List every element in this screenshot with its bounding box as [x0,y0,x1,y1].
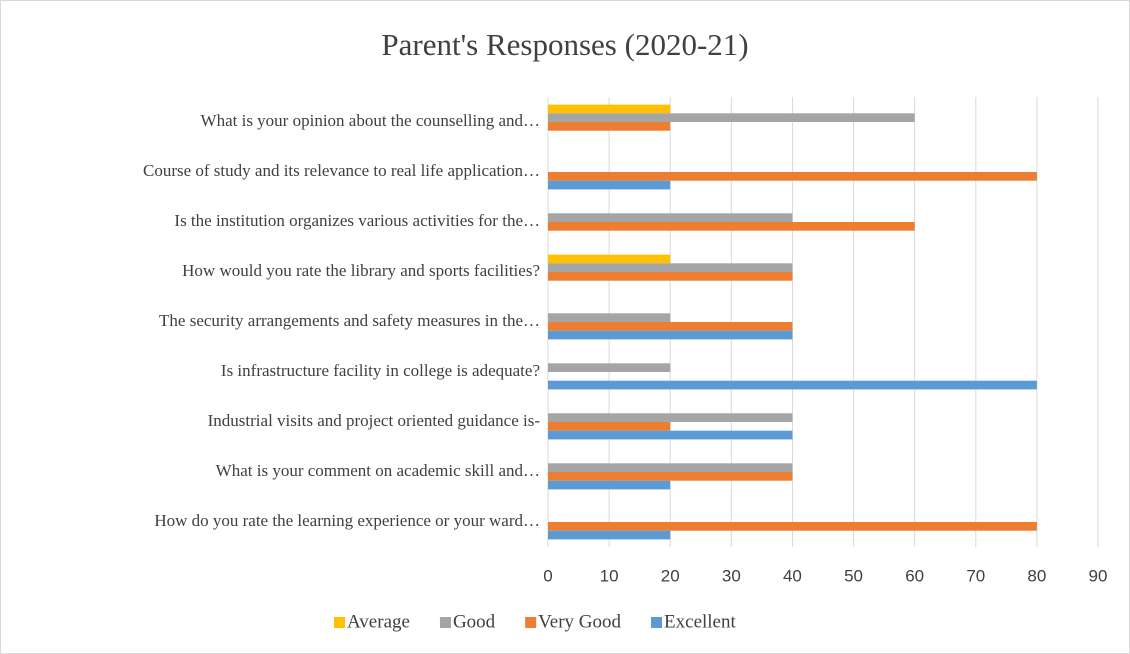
bar [548,330,793,340]
legend-label: Excellent [664,611,736,632]
x-tick-label: 60 [905,566,924,585]
x-tick-label: 20 [661,566,680,585]
y-tick-label: The security arrangements and safety mea… [159,311,540,330]
bar [548,180,671,190]
bar [548,272,793,281]
y-tick-label: Industrial visits and project oriented g… [208,411,541,430]
x-tick-label: 50 [844,566,863,585]
y-tick-label: What is your opinion about the counselli… [201,111,540,130]
x-tick-label: 10 [600,566,619,585]
bar [548,522,1037,531]
legend-label: Very Good [538,611,621,632]
bar [548,213,793,222]
bar [548,113,915,122]
bar [548,380,1037,390]
bar [548,122,671,131]
legend-swatch [525,617,537,628]
legend-label: Good [453,611,496,632]
x-tick-label: 80 [1027,566,1046,585]
bar [548,263,793,272]
y-tick-label: What is your comment on academic skill a… [216,461,540,480]
y-tick-label: How do you rate the learning experience … [154,511,540,530]
bar [548,463,793,472]
y-tick-label: Course of study and its relevance to rea… [143,161,540,180]
bar [548,104,671,114]
bar [548,422,671,431]
x-tick-label: 40 [783,566,802,585]
legend-swatch [439,617,451,628]
x-tick-label: 0 [543,566,552,585]
bar [548,254,671,264]
bar [548,313,671,322]
y-tick-label: How would you rate the library and sport… [182,261,540,280]
x-tick-label: 90 [1089,566,1108,585]
bar [548,413,793,422]
legend-label: Average [347,611,410,632]
bar [548,430,793,440]
y-tick-label: Is infrastructure facility in college is… [221,361,540,380]
bar [548,222,915,231]
x-tick-label: 70 [966,566,985,585]
bar [548,322,793,331]
legend-swatch [334,617,345,628]
x-tick-label: 30 [722,566,741,585]
chart-title: Parent's Responses (2020-21) [381,27,748,62]
bar [548,363,671,372]
bar [548,172,1037,181]
bar [548,480,671,490]
bar [548,530,671,540]
legend-swatch [651,617,663,628]
y-tick-label: Is the institution organizes various act… [174,211,540,230]
bar [548,472,793,481]
